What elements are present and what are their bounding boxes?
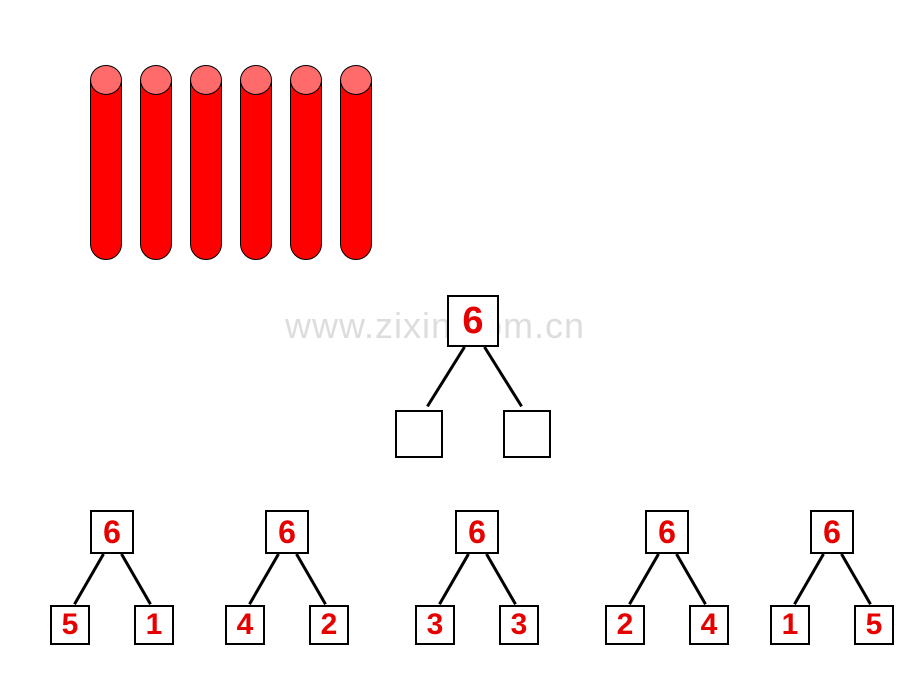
stick-3 — [190, 65, 222, 260]
sticks-container — [90, 65, 372, 260]
big-tree-line-left — [426, 346, 466, 407]
small-tree-4-line-left — [628, 553, 660, 605]
small-tree-1-right: 1 — [134, 605, 174, 645]
small-tree-4-right: 4 — [689, 605, 729, 645]
small-tree-3-right: 3 — [499, 605, 539, 645]
small-tree-3-line-right — [485, 553, 517, 605]
small-tree-5-line-right — [840, 553, 872, 605]
small-tree-2-right: 2 — [309, 605, 349, 645]
small-tree-3-left: 3 — [415, 605, 455, 645]
small-tree-5-top: 6 — [810, 510, 854, 554]
small-tree-1-line-right — [120, 553, 152, 605]
small-tree-2-line-right — [295, 553, 327, 605]
stick-2 — [140, 65, 172, 260]
small-tree-5-left: 1 — [770, 605, 810, 645]
small-tree-5-right: 5 — [854, 605, 894, 645]
big-tree-top: 6 — [447, 295, 499, 347]
small-tree-4-left: 2 — [605, 605, 645, 645]
small-tree-4-line-right — [675, 553, 707, 605]
small-tree-1-left: 5 — [50, 605, 90, 645]
stick-4 — [240, 65, 272, 260]
small-tree-2-left: 4 — [225, 605, 265, 645]
stick-6 — [340, 65, 372, 260]
small-tree-5-line-left — [793, 553, 825, 605]
small-tree-1-line-left — [73, 553, 105, 605]
stick-1 — [90, 65, 122, 260]
small-tree-1-top: 6 — [90, 510, 134, 554]
small-tree-2-top: 6 — [265, 510, 309, 554]
stick-5 — [290, 65, 322, 260]
small-tree-2-line-left — [248, 553, 280, 605]
big-tree-right — [503, 410, 551, 458]
small-tree-4-top: 6 — [645, 510, 689, 554]
watermark-text: www.zixin.com.cn — [285, 305, 585, 347]
small-tree-3-top: 6 — [455, 510, 499, 554]
big-tree-left — [395, 410, 443, 458]
big-tree-line-right — [483, 346, 523, 407]
small-tree-3-line-left — [438, 553, 470, 605]
